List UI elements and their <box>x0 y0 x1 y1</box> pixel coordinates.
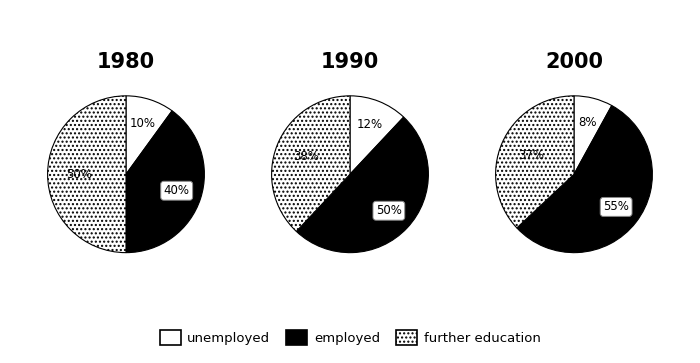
Text: 10%: 10% <box>130 117 155 130</box>
Title: 1980: 1980 <box>97 52 155 72</box>
Text: 12%: 12% <box>356 118 383 131</box>
Wedge shape <box>496 96 574 228</box>
Wedge shape <box>296 117 428 253</box>
Wedge shape <box>517 106 652 253</box>
Title: 2000: 2000 <box>545 52 603 72</box>
Legend: unemployed, employed, further education: unemployed, employed, further education <box>154 325 546 351</box>
Wedge shape <box>126 111 204 253</box>
Wedge shape <box>126 96 172 174</box>
Wedge shape <box>272 96 350 231</box>
Text: 55%: 55% <box>603 200 629 213</box>
Text: 50%: 50% <box>376 204 402 217</box>
Wedge shape <box>48 96 126 253</box>
Wedge shape <box>350 96 404 174</box>
Text: 37%: 37% <box>518 149 544 162</box>
Text: 40%: 40% <box>164 184 190 197</box>
Text: 38%: 38% <box>293 150 319 163</box>
Text: 50%: 50% <box>66 168 92 181</box>
Wedge shape <box>574 96 612 174</box>
Title: 1990: 1990 <box>321 52 379 72</box>
Text: 8%: 8% <box>578 116 596 129</box>
